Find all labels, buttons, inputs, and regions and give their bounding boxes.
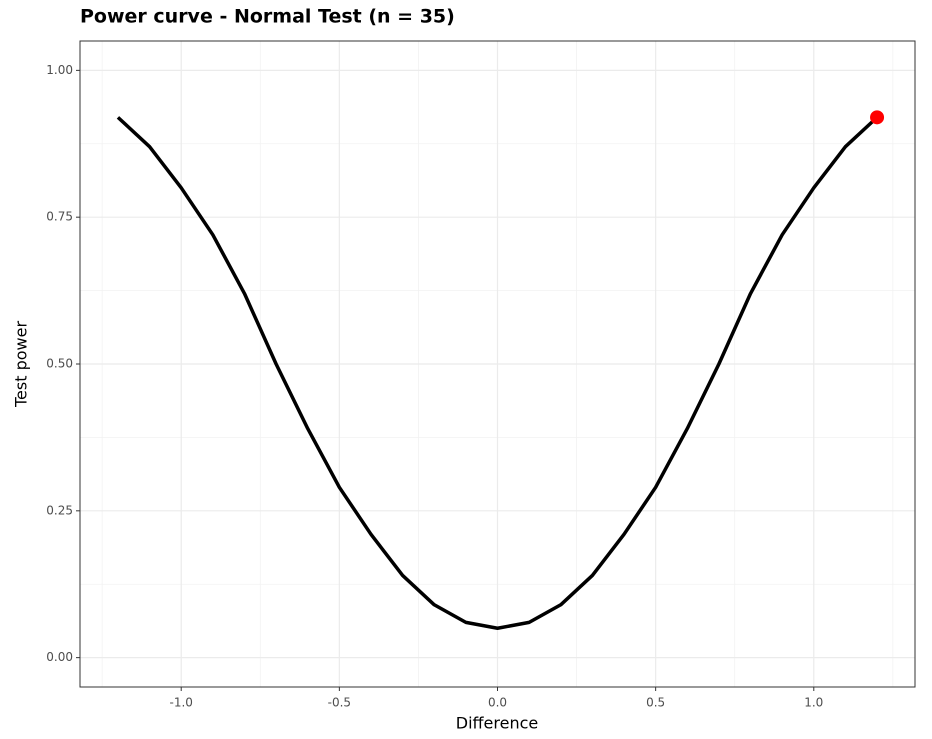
y-tick-label: 1.00 (46, 63, 73, 77)
highlight-point (870, 110, 885, 125)
y-tick-label: 0.75 (46, 210, 73, 224)
y-axis-title: Test power (12, 321, 31, 408)
chart-title: Power curve - Normal Test (n = 35) (80, 6, 455, 28)
x-tick-label: -0.5 (328, 696, 351, 710)
x-tick-label: 1.0 (804, 696, 823, 710)
x-axis-title: Difference (456, 714, 538, 733)
x-tick-label: 0.0 (488, 696, 507, 710)
y-tick-label: 0.50 (46, 357, 73, 371)
plot-border (79, 40, 916, 688)
x-tick-label: 0.5 (646, 696, 665, 710)
line (116, 116, 879, 631)
x-tick-label: -1.0 (170, 696, 193, 710)
y-tick-label: 0.25 (46, 503, 73, 517)
y-tick-label: 0.00 (46, 650, 73, 664)
